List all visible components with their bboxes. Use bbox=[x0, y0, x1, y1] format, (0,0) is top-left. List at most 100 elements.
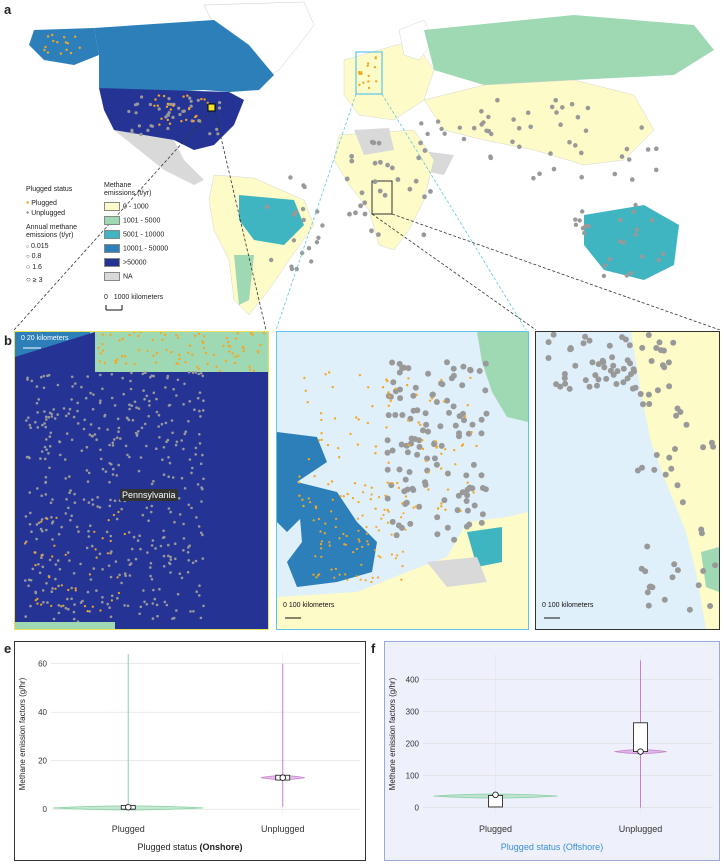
well-point bbox=[698, 530, 705, 537]
well-point bbox=[359, 190, 365, 196]
well-point bbox=[425, 131, 430, 137]
well-point bbox=[456, 430, 462, 437]
well-point bbox=[198, 409, 201, 413]
well-point bbox=[510, 139, 515, 145]
well-point bbox=[478, 416, 485, 423]
well-point bbox=[440, 502, 443, 505]
class-swatch bbox=[104, 202, 120, 211]
well-point bbox=[173, 520, 176, 524]
well-point bbox=[46, 517, 49, 520]
well-point bbox=[197, 372, 201, 376]
well-point bbox=[172, 104, 175, 107]
well-point bbox=[630, 177, 635, 182]
well-point bbox=[153, 597, 157, 601]
well-point bbox=[48, 558, 52, 562]
well-point bbox=[65, 498, 68, 501]
well-point bbox=[172, 387, 175, 391]
well-point bbox=[339, 495, 342, 498]
well-point bbox=[395, 177, 401, 182]
well-point bbox=[34, 564, 37, 567]
well-point bbox=[384, 495, 391, 502]
well-point bbox=[656, 339, 663, 346]
well-point bbox=[27, 578, 31, 582]
well-point bbox=[91, 605, 94, 608]
well-point bbox=[300, 206, 306, 212]
well-point bbox=[438, 380, 445, 387]
well-point bbox=[199, 616, 203, 620]
well-point bbox=[362, 200, 368, 206]
well-point bbox=[606, 342, 613, 349]
well-point bbox=[178, 353, 181, 357]
well-point bbox=[450, 365, 457, 372]
well-point bbox=[52, 617, 56, 621]
well-point bbox=[380, 517, 383, 520]
well-point bbox=[167, 554, 170, 558]
well-point bbox=[550, 332, 557, 338]
well-point bbox=[30, 379, 34, 383]
well-point bbox=[161, 536, 165, 540]
well-point bbox=[484, 128, 489, 133]
well-point bbox=[149, 566, 152, 569]
well-point bbox=[385, 378, 388, 381]
well-point bbox=[64, 41, 68, 44]
well-point bbox=[367, 62, 370, 65]
well-point bbox=[156, 614, 159, 618]
well-point bbox=[52, 408, 55, 411]
well-point bbox=[128, 403, 131, 406]
well-point bbox=[198, 433, 201, 436]
well-point bbox=[379, 556, 382, 559]
well-point bbox=[672, 446, 678, 452]
well-point bbox=[151, 602, 155, 605]
well-point bbox=[36, 411, 39, 414]
well-point bbox=[166, 102, 169, 106]
well-point bbox=[99, 373, 102, 377]
well-point bbox=[420, 427, 426, 434]
well-point bbox=[76, 422, 80, 425]
well-point bbox=[653, 345, 660, 351]
asia-shape bbox=[423, 79, 655, 166]
well-point bbox=[628, 371, 634, 378]
well-point bbox=[116, 417, 120, 421]
well-point bbox=[57, 584, 60, 588]
well-point bbox=[101, 387, 104, 391]
well-point bbox=[180, 439, 183, 442]
well-point bbox=[619, 154, 625, 159]
well-point bbox=[624, 357, 631, 364]
well-point bbox=[358, 540, 361, 543]
well-point bbox=[639, 344, 646, 351]
well-point bbox=[182, 537, 186, 540]
well-point bbox=[193, 334, 197, 337]
well-point bbox=[91, 407, 95, 411]
well-point bbox=[405, 365, 412, 372]
well-point bbox=[176, 378, 180, 382]
y-tick-label: 40 bbox=[38, 708, 47, 717]
well-point bbox=[187, 420, 190, 423]
well-point bbox=[389, 399, 392, 403]
well-point bbox=[566, 385, 573, 392]
well-point bbox=[176, 592, 180, 596]
well-point bbox=[549, 104, 555, 110]
well-point bbox=[190, 506, 193, 510]
well-point bbox=[567, 139, 572, 145]
panel-c-map bbox=[277, 332, 528, 629]
well-point bbox=[660, 347, 667, 354]
well-point bbox=[320, 223, 325, 228]
well-point bbox=[428, 189, 433, 194]
x-tick-label: Plugged bbox=[112, 824, 145, 834]
well-point bbox=[385, 412, 392, 419]
well-point bbox=[594, 382, 600, 389]
well-point bbox=[545, 355, 552, 361]
well-point bbox=[361, 514, 364, 517]
well-point bbox=[109, 534, 113, 538]
well-point bbox=[178, 513, 182, 516]
well-point bbox=[84, 396, 88, 400]
well-point bbox=[337, 447, 340, 450]
well-point bbox=[414, 451, 421, 458]
well-point bbox=[434, 440, 438, 443]
well-point bbox=[366, 540, 369, 543]
well-point bbox=[411, 436, 418, 442]
well-point bbox=[180, 576, 184, 580]
well-point bbox=[116, 358, 119, 361]
well-point bbox=[72, 415, 76, 419]
well-point bbox=[586, 383, 593, 390]
